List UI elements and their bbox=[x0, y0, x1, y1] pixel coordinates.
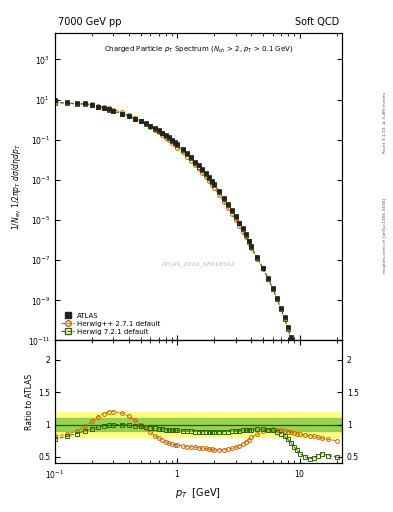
Legend: ATLAS, Herwig++ 2.7.1 default, Herwig 7.2.1 default: ATLAS, Herwig++ 2.7.1 default, Herwig 7.… bbox=[59, 311, 163, 337]
X-axis label: $p_T$  [GeV]: $p_T$ [GeV] bbox=[176, 486, 221, 500]
Text: ATLAS_2010_S8918562: ATLAS_2010_S8918562 bbox=[162, 261, 235, 267]
Bar bbox=[55, 412, 342, 437]
Y-axis label: Ratio to ATLAS: Ratio to ATLAS bbox=[25, 374, 34, 430]
Text: Soft QCD: Soft QCD bbox=[295, 17, 339, 27]
Text: 7000 GeV pp: 7000 GeV pp bbox=[58, 17, 121, 27]
Text: Charged Particle $p_T$ Spectrum ($N_{ch}$ > 2, $p_T$ > 0.1 GeV): Charged Particle $p_T$ Spectrum ($N_{ch}… bbox=[104, 44, 293, 54]
Bar bbox=[55, 418, 342, 431]
Text: mcplots.cern.ch [arXiv:1306.3436]: mcplots.cern.ch [arXiv:1306.3436] bbox=[383, 198, 387, 273]
Y-axis label: $1/N_{\rm ev}\ 1/2\pi p_T\ d\sigma/d\eta dp_T$: $1/N_{\rm ev}\ 1/2\pi p_T\ d\sigma/d\eta… bbox=[11, 143, 24, 230]
Text: Rivet 3.1.10, ≥ 3.4M events: Rivet 3.1.10, ≥ 3.4M events bbox=[383, 92, 387, 154]
